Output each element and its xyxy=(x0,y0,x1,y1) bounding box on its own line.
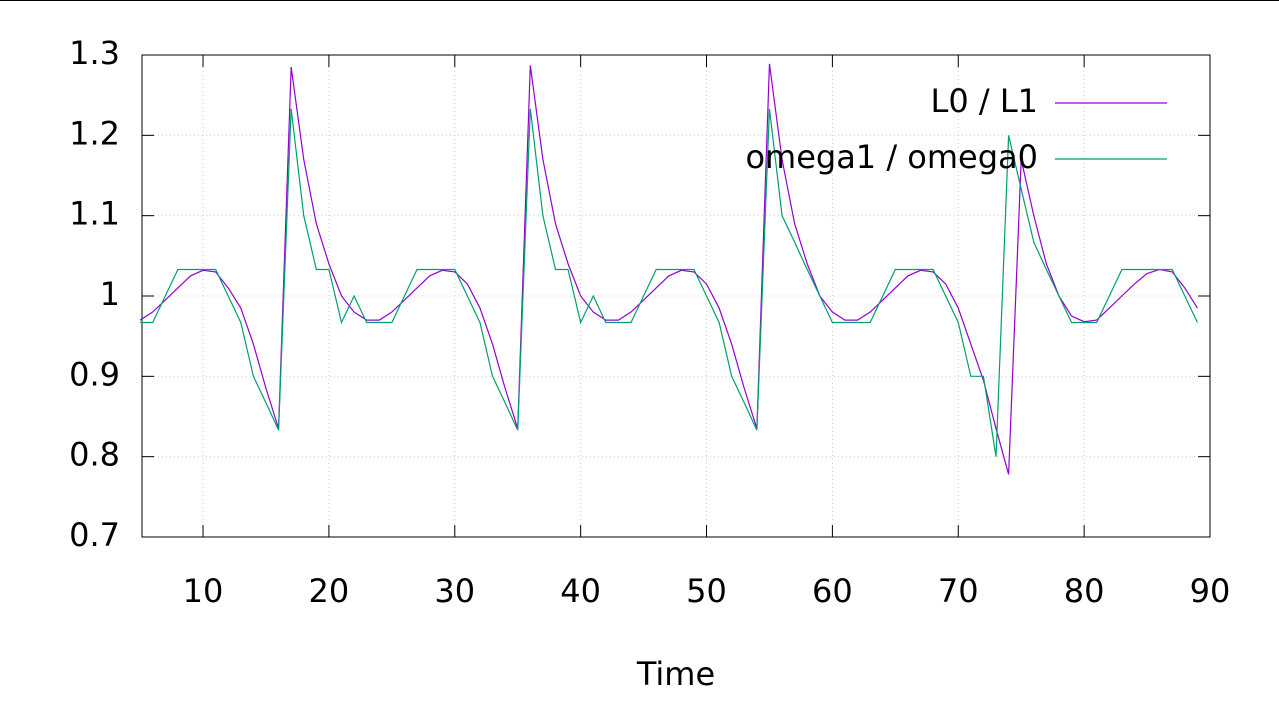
y-tick-label: 0.8 xyxy=(69,436,120,474)
y-tick-label: 1.2 xyxy=(69,114,120,152)
x-tick-label: 30 xyxy=(434,572,475,610)
x-tick-label: 40 xyxy=(560,572,601,610)
x-tick-label: 70 xyxy=(938,572,979,610)
series-line xyxy=(140,108,1198,457)
y-tick-label: 0.9 xyxy=(69,355,120,393)
y-tick-label: 1 xyxy=(100,275,120,313)
plot-border xyxy=(141,54,1211,538)
legend-label: omega1 / omega0 xyxy=(745,138,1038,176)
legend-label: L0 / L1 xyxy=(931,82,1039,120)
y-tick-label: 1.3 xyxy=(69,34,120,72)
x-axis-label: Time xyxy=(636,655,715,693)
series-line xyxy=(139,63,1198,475)
x-tick-label: 60 xyxy=(812,572,853,610)
x-tick-label: 90 xyxy=(1190,572,1231,610)
y-tick-label: 1.1 xyxy=(69,195,120,233)
x-tick-label: 20 xyxy=(309,572,350,610)
y-tick-label: 0.7 xyxy=(69,516,120,554)
x-tick-label: 80 xyxy=(1064,572,1105,610)
x-tick-label: 10 xyxy=(183,572,224,610)
x-tick-label: 50 xyxy=(686,572,727,610)
